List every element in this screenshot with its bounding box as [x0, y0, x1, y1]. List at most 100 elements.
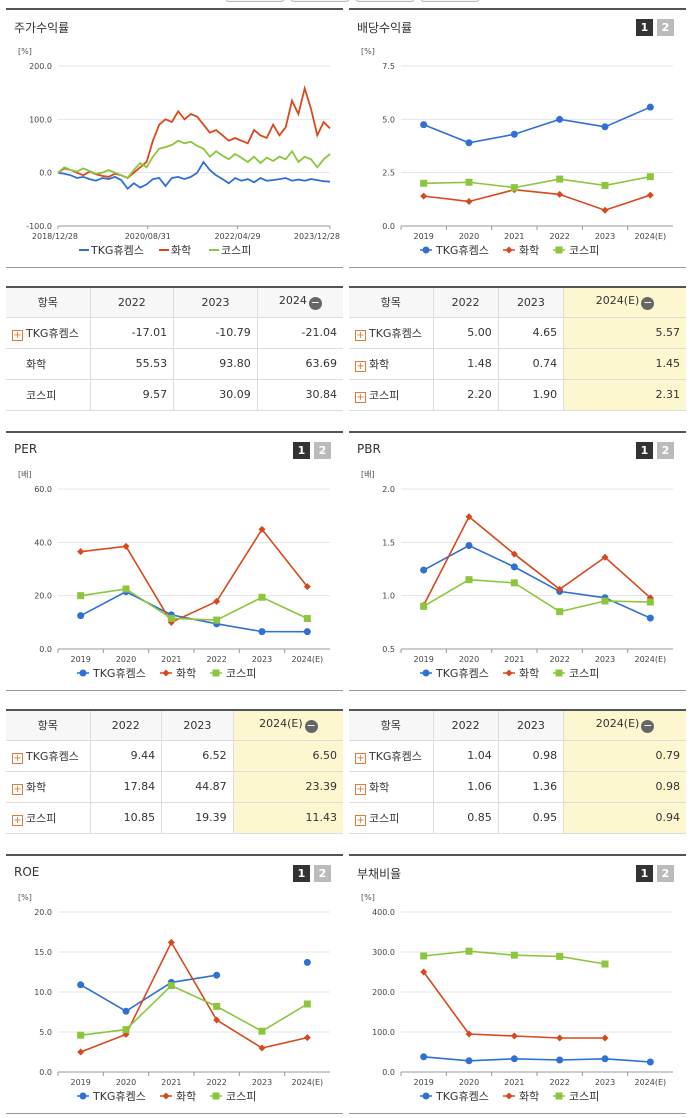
data-point: [601, 1034, 609, 1042]
x-tick-label: 2022: [206, 655, 226, 664]
expand-icon[interactable]: +: [12, 814, 23, 826]
expand-icon[interactable]: +: [355, 814, 366, 826]
table-cell: 0.94: [563, 802, 686, 834]
table-header-row: 항목 2022 2023 2024(E) −: [349, 710, 686, 741]
row-label: + 화학: [349, 348, 433, 380]
top-button[interactable]: [355, 0, 415, 2]
table-cell: 10.85: [89, 802, 162, 834]
data-point: [77, 1048, 85, 1056]
view-2-button[interactable]: 2: [314, 442, 331, 459]
row-label: + TKG휴켐스: [349, 317, 433, 349]
expand-icon[interactable]: +: [355, 783, 366, 795]
row-label-text: TKG휴켐스: [369, 326, 422, 340]
table-row: + 코스피 2.20 1.90 2.31: [349, 379, 686, 411]
x-tick-label: 2022: [206, 1078, 226, 1087]
collapse-icon[interactable]: −: [308, 296, 322, 311]
data-point: [556, 175, 564, 183]
view-1-button[interactable]: 1: [293, 865, 310, 882]
view-2-button[interactable]: 2: [657, 442, 674, 459]
data-point: [505, 669, 513, 677]
view-2-button[interactable]: 2: [657, 865, 674, 882]
row-label-text: 코스피: [369, 388, 400, 402]
row-label-text: 화학: [369, 357, 390, 371]
data-point: [555, 1092, 563, 1100]
expand-icon[interactable]: +: [12, 752, 23, 764]
y-tick-label: 0.5: [382, 645, 395, 654]
data-point: [258, 628, 266, 636]
row-label: + TKG휴켐스: [349, 740, 433, 772]
data-point: [601, 553, 609, 561]
data-point: [213, 1002, 221, 1010]
panel-title: ROE: [14, 865, 40, 879]
column-header-label: 2024: [278, 294, 307, 308]
row-label: + 코스피: [6, 802, 90, 834]
x-tick-label: 2023: [595, 1078, 615, 1087]
view-1-button[interactable]: 1: [636, 19, 653, 36]
view-1-button[interactable]: 1: [293, 442, 310, 459]
expand-icon[interactable]: +: [12, 783, 23, 795]
legend-label: 코스피: [226, 667, 256, 680]
data-point: [420, 1053, 428, 1061]
table-cell: 1.04: [432, 740, 499, 772]
expand-icon[interactable]: +: [355, 329, 366, 341]
column-header: 항목: [349, 287, 433, 318]
data-point: [420, 952, 428, 960]
data-point: [213, 971, 221, 979]
expand-icon[interactable]: +: [12, 329, 23, 341]
table-row: + 화학 1.06 1.36 0.98: [349, 771, 686, 803]
legend-label: TKG휴켐스: [90, 244, 144, 257]
data-point: [212, 1092, 220, 1100]
column-header-label: 2024(E): [595, 294, 640, 308]
column-header: 항목: [6, 710, 90, 741]
expand-icon[interactable]: +: [355, 752, 366, 764]
y-tick-label: 400.0: [372, 908, 395, 917]
view-1-button[interactable]: 1: [636, 442, 653, 459]
stock-return-chart: [%] 200.0 100.0 0.0 -100.0 2018/12/28 2020/08/…: [6, 40, 343, 268]
data-point: [510, 579, 518, 587]
view-1-button[interactable]: 1: [636, 865, 653, 882]
legend-label: 화학: [519, 244, 539, 257]
view-2-button[interactable]: 2: [657, 19, 674, 36]
top-button[interactable]: [420, 0, 480, 2]
legend-label: TKG휴켐스: [92, 1090, 146, 1103]
table-cell: 17.84: [89, 771, 162, 803]
data-point: [465, 1030, 473, 1038]
row-label-text: 화학: [26, 780, 47, 794]
expand-icon[interactable]: +: [355, 360, 366, 372]
table-cell: 1.06: [432, 771, 499, 803]
data-point: [77, 612, 85, 620]
collapse-icon[interactable]: −: [304, 719, 318, 734]
y-tick-label: 300.0: [372, 948, 395, 957]
data-point: [601, 597, 609, 605]
table-cell: 0.85: [432, 802, 499, 834]
row-label-text: TKG휴켐스: [26, 326, 79, 340]
table-row: + 코스피 10.85 19.39 11.43: [6, 802, 343, 834]
collapse-icon[interactable]: −: [641, 296, 655, 311]
top-button[interactable]: [290, 0, 350, 2]
y-tick-label: -100.0: [26, 222, 52, 231]
y-tick-label: 200.0: [29, 62, 52, 71]
table-cell: 93.80: [173, 348, 258, 380]
column-header: 2023: [161, 710, 234, 741]
x-tick-label: 2020: [116, 1078, 136, 1087]
table-row: + 화학 1.48 0.74 1.45: [349, 348, 686, 380]
expand-icon[interactable]: +: [355, 391, 366, 403]
y-tick-label: 0.0: [39, 645, 52, 654]
data-point: [213, 1016, 221, 1024]
column-header: 2022: [89, 710, 162, 741]
table-cell: 6.52: [161, 740, 234, 772]
collapse-icon[interactable]: −: [641, 719, 655, 734]
unit-label: [%]: [361, 47, 375, 56]
top-button[interactable]: [225, 0, 285, 2]
data-point: [510, 550, 518, 558]
data-point: [601, 123, 609, 131]
panel-title: PBR: [357, 442, 381, 456]
panel-title: 부채비율: [357, 867, 402, 881]
column-header: 2024(E) −: [563, 287, 686, 318]
data-point: [556, 1056, 564, 1064]
y-tick-label: 100.0: [372, 1028, 395, 1037]
table-cell: 9.57: [89, 379, 174, 411]
view-2-button[interactable]: 2: [314, 865, 331, 882]
data-point: [79, 1092, 87, 1100]
